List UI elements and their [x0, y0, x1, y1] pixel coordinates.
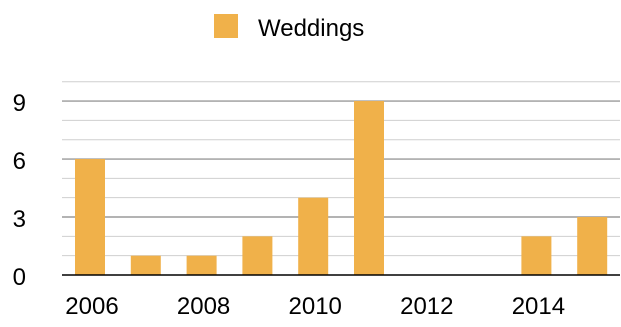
bar-2009 [242, 236, 273, 275]
bar-2015 [577, 217, 608, 275]
axes: 0 3 6 9 2006 2008 2010 2012 2014 [13, 90, 620, 320]
bar-2014 [521, 236, 552, 275]
bar-2006 [75, 159, 105, 275]
x-tick-label: 2006 [65, 293, 118, 320]
y-tick-label: 9 [13, 90, 26, 117]
x-tick-label: 2008 [177, 293, 230, 320]
bar-2007 [130, 255, 161, 275]
y-tick-label: 3 [13, 206, 26, 233]
x-tick-label: 2010 [289, 293, 342, 320]
bar-2011 [354, 101, 384, 275]
y-tick-label: 0 [13, 264, 26, 291]
bars [75, 101, 608, 275]
x-tick-label: 2014 [512, 293, 565, 320]
gridlines [62, 81, 620, 257]
legend-label: Weddings [258, 15, 364, 42]
x-tick-label: 2012 [400, 293, 453, 320]
y-tick-label: 6 [13, 148, 26, 175]
bar-2008 [186, 255, 217, 275]
legend: Weddings [214, 14, 364, 42]
bar-2010 [298, 197, 329, 275]
legend-swatch [214, 14, 238, 38]
